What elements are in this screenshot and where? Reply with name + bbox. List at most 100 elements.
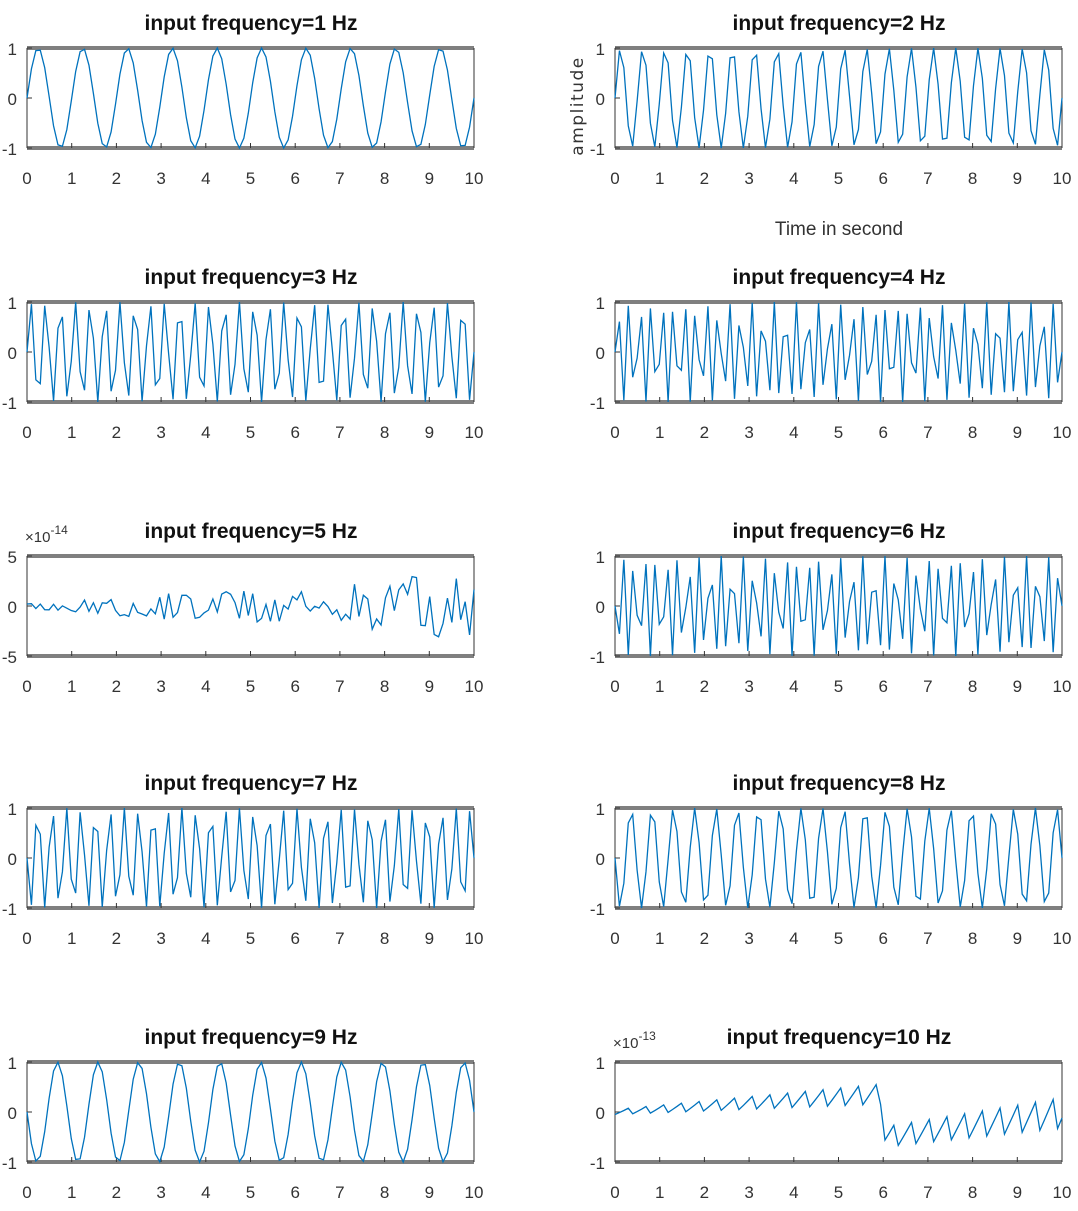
y-tick-label: 1	[8, 1054, 17, 1073]
x-tick-label: 0	[22, 677, 31, 696]
x-tick-label: 7	[335, 929, 344, 948]
x-tick-label: 7	[923, 677, 932, 696]
subplot-title: input frequency=4 Hz	[733, 266, 946, 289]
x-tick-label: 3	[744, 423, 753, 442]
x-tick-label: 7	[923, 1183, 932, 1202]
y-tick-label: 1	[596, 40, 605, 59]
x-tick-label: 0	[610, 1183, 619, 1202]
x-tick-label: 0	[22, 169, 31, 188]
x-tick-label: 9	[425, 929, 434, 948]
x-tick-label: 2	[700, 1183, 709, 1202]
y-tick-label: -1	[590, 1154, 605, 1173]
y-tick-label: 0	[596, 598, 605, 617]
x-tick-label: 10	[1053, 677, 1072, 696]
x-tick-label: 1	[67, 929, 76, 948]
x-tick-label: 10	[465, 1183, 484, 1202]
x-tick-label: 10	[1053, 169, 1072, 188]
y-tick-label: 0	[8, 344, 17, 363]
x-tick-label: 2	[700, 169, 709, 188]
x-tick-label: 3	[744, 169, 753, 188]
x-tick-label: 4	[201, 1183, 210, 1202]
x-tick-label: 10	[1053, 929, 1072, 948]
y-tick-label: 0	[8, 598, 17, 617]
x-tick-label: 2	[700, 677, 709, 696]
x-tick-label: 10	[1053, 423, 1072, 442]
axis-exponent-label: ×10-13	[613, 1029, 656, 1052]
x-tick-label: 8	[380, 677, 389, 696]
x-tick-label: 9	[425, 423, 434, 442]
x-tick-label: 3	[744, 1183, 753, 1202]
y-tick-label: 1	[596, 548, 605, 567]
y-tick-label: 0	[8, 90, 17, 109]
x-tick-label: 8	[968, 423, 977, 442]
x-tick-label: 1	[655, 929, 664, 948]
x-tick-label: 4	[201, 677, 210, 696]
subplot-5hz: input frequency=5 Hz 5 0 -5 0 1 2 3 4 5 6 7 8 9 10 ×10-…	[2, 520, 484, 696]
y-tick-label: 0	[596, 344, 605, 363]
y-tick-label: -1	[590, 394, 605, 413]
signal-line	[26, 301, 475, 403]
x-tick-label: 6	[878, 929, 887, 948]
x-tick-label: 10	[465, 929, 484, 948]
x-tick-label: 5	[834, 1183, 843, 1202]
x-tick-label: 9	[425, 169, 434, 188]
subplot-title: input frequency=1 Hz	[145, 12, 358, 35]
x-tick-label: 3	[156, 1183, 165, 1202]
x-tick-label: 2	[112, 1183, 121, 1202]
x-tick-label: 9	[1013, 169, 1022, 188]
x-tick-label: 5	[834, 677, 843, 696]
y-tick-label: 0	[8, 1104, 17, 1123]
x-tick-label: 4	[789, 677, 798, 696]
x-tick-label: 3	[744, 677, 753, 696]
x-tick-label: 9	[425, 677, 434, 696]
x-tick-label: 8	[968, 169, 977, 188]
x-tick-label: 3	[156, 169, 165, 188]
x-tick-label: 0	[610, 169, 619, 188]
signal-line	[26, 46, 475, 150]
x-tick-label: 0	[610, 929, 619, 948]
x-tick-label: 5	[834, 169, 843, 188]
x-tick-label: 0	[610, 677, 619, 696]
x-tick-label: 4	[789, 929, 798, 948]
signal-line	[614, 807, 1063, 909]
x-tick-label: 5	[246, 929, 255, 948]
subplot-title: input frequency=7 Hz	[145, 772, 358, 795]
x-tick-label: 9	[1013, 423, 1022, 442]
x-tick-label: 5	[834, 929, 843, 948]
x-tick-label: 10	[465, 169, 484, 188]
x-tick-label: 2	[112, 929, 121, 948]
axis-exponent-label: ×10-14	[25, 523, 68, 546]
x-tick-label: 7	[335, 1183, 344, 1202]
x-tick-label: 2	[700, 929, 709, 948]
x-tick-label: 3	[156, 929, 165, 948]
y-tick-label: -1	[2, 140, 17, 159]
y-tick-label: 0	[596, 1104, 605, 1123]
x-tick-label: 6	[878, 169, 887, 188]
x-tick-label: 0	[22, 1183, 31, 1202]
signal-line	[26, 575, 475, 638]
y-tick-label: 0	[596, 850, 605, 869]
x-tick-label: 6	[290, 423, 299, 442]
signal-line	[614, 555, 1063, 657]
x-tick-label: 8	[968, 1183, 977, 1202]
x-tick-label: 5	[246, 169, 255, 188]
x-tick-label: 7	[923, 929, 932, 948]
x-tick-label: 1	[67, 677, 76, 696]
x-tick-label: 4	[789, 169, 798, 188]
x-tick-label: 10	[1053, 1183, 1072, 1202]
subplot-title: input frequency=3 Hz	[145, 266, 358, 289]
x-tick-label: 4	[201, 929, 210, 948]
x-tick-label: 9	[1013, 1183, 1022, 1202]
x-tick-label: 5	[246, 423, 255, 442]
x-tick-label: 2	[112, 169, 121, 188]
x-axis-label: Time in second	[775, 219, 903, 240]
subplot-title: input frequency=6 Hz	[733, 520, 946, 543]
x-tick-label: 8	[380, 1183, 389, 1202]
subplot-title: input frequency=10 Hz	[727, 1026, 952, 1049]
subplot-title: input frequency=8 Hz	[733, 772, 946, 795]
